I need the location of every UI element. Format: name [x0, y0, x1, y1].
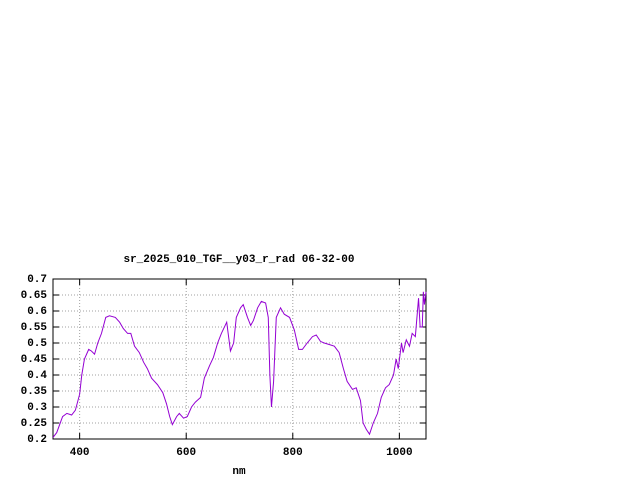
y-tick-label: 0.35 — [21, 386, 48, 398]
y-tick-label: 0.2 — [27, 434, 47, 446]
y-tick-label: 0.3 — [27, 402, 47, 414]
y-tick-label: 0.5 — [27, 338, 47, 350]
y-tick-label: 0.7 — [27, 274, 47, 286]
y-tick-label: 0.6 — [27, 306, 47, 318]
x-axis-label: nm — [232, 466, 246, 478]
y-tick-label: 0.25 — [21, 418, 48, 430]
y-tick-label: 0.55 — [21, 322, 48, 334]
y-tick-label: 0.65 — [21, 290, 48, 302]
x-tick-label: 600 — [176, 447, 196, 459]
x-tick-label: 400 — [70, 447, 90, 459]
y-tick-label: 0.45 — [21, 354, 48, 366]
x-tick-label: 1000 — [386, 447, 412, 459]
x-tick-label: 800 — [283, 447, 303, 459]
chart-title: sr_2025_010_TGF__y03_r_rad 06-32-00 — [123, 254, 354, 266]
y-tick-label: 0.4 — [27, 370, 47, 382]
plot-border — [52, 278, 427, 440]
data-line — [52, 291, 427, 438]
